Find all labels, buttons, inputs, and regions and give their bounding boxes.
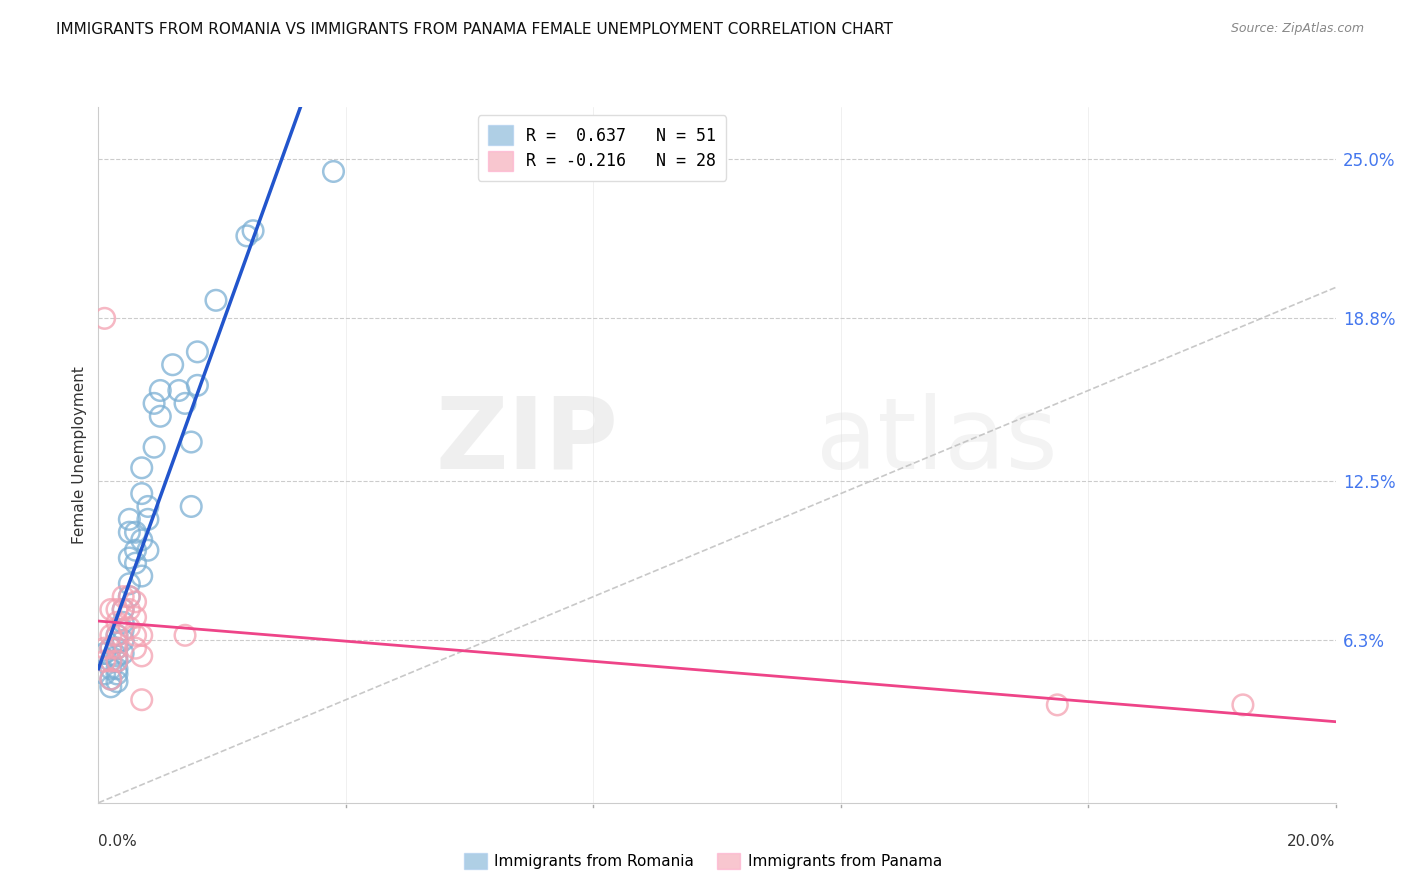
Legend: R =  0.637   N = 51, R = -0.216   N = 28: R = 0.637 N = 51, R = -0.216 N = 28 xyxy=(478,115,727,180)
Point xyxy=(136,543,159,558)
Point xyxy=(112,615,135,630)
Point xyxy=(112,646,135,660)
Point xyxy=(186,378,208,392)
Point xyxy=(131,486,153,500)
Point xyxy=(105,602,128,616)
Point xyxy=(105,628,128,642)
Point xyxy=(118,512,141,526)
Point xyxy=(118,590,141,604)
Point xyxy=(143,440,166,454)
Point xyxy=(131,533,153,547)
Point xyxy=(105,667,128,681)
Point xyxy=(149,384,172,398)
Legend: Immigrants from Romania, Immigrants from Panama: Immigrants from Romania, Immigrants from… xyxy=(458,847,948,875)
Point xyxy=(93,667,115,681)
Text: 0.0%: 0.0% xyxy=(98,834,138,849)
Point xyxy=(124,556,146,570)
Point xyxy=(105,654,128,668)
Point xyxy=(242,224,264,238)
Text: Source: ZipAtlas.com: Source: ZipAtlas.com xyxy=(1230,22,1364,36)
Point xyxy=(1046,698,1069,712)
Point xyxy=(236,228,259,243)
Point xyxy=(205,293,228,308)
Point xyxy=(322,164,344,178)
Point xyxy=(162,358,184,372)
Point xyxy=(105,674,128,689)
Point xyxy=(100,641,122,656)
Text: IMMIGRANTS FROM ROMANIA VS IMMIGRANTS FROM PANAMA FEMALE UNEMPLOYMENT CORRELATIO: IMMIGRANTS FROM ROMANIA VS IMMIGRANTS FR… xyxy=(56,22,893,37)
Point xyxy=(118,602,141,616)
Point xyxy=(118,576,141,591)
Point xyxy=(105,636,128,650)
Point xyxy=(112,602,135,616)
Point xyxy=(174,396,197,410)
Point xyxy=(1232,698,1254,712)
Point xyxy=(112,602,135,616)
Point xyxy=(167,384,190,398)
Point xyxy=(131,569,153,583)
Text: atlas: atlas xyxy=(815,392,1057,490)
Point xyxy=(174,628,197,642)
Point xyxy=(118,621,141,635)
Point xyxy=(105,662,128,676)
Point xyxy=(124,525,146,540)
Point xyxy=(143,396,166,410)
Point xyxy=(112,590,135,604)
Point xyxy=(112,623,135,637)
Point xyxy=(118,525,141,540)
Text: ZIP: ZIP xyxy=(436,392,619,490)
Point xyxy=(124,543,146,558)
Point xyxy=(112,633,135,648)
Point xyxy=(124,628,146,642)
Point xyxy=(136,500,159,514)
Point xyxy=(186,344,208,359)
Point xyxy=(93,311,115,326)
Point xyxy=(100,672,122,686)
Point xyxy=(93,646,115,660)
Point xyxy=(131,648,153,663)
Point xyxy=(100,672,122,686)
Point xyxy=(131,628,153,642)
Point xyxy=(180,435,202,450)
Point xyxy=(93,641,115,656)
Point xyxy=(118,551,141,566)
Y-axis label: Female Unemployment: Female Unemployment xyxy=(72,366,87,544)
Point xyxy=(124,610,146,624)
Point xyxy=(118,590,141,604)
Point xyxy=(105,628,128,642)
Point xyxy=(124,595,146,609)
Point xyxy=(136,512,159,526)
Point xyxy=(105,648,128,663)
Point xyxy=(93,654,115,668)
Point xyxy=(100,654,122,668)
Point xyxy=(105,615,128,630)
Point xyxy=(131,692,153,706)
Point xyxy=(100,680,122,694)
Point xyxy=(124,641,146,656)
Point xyxy=(100,662,122,676)
Point xyxy=(149,409,172,424)
Point xyxy=(105,654,128,668)
Point xyxy=(105,641,128,656)
Point xyxy=(100,602,122,616)
Point xyxy=(100,641,122,656)
Point xyxy=(100,628,122,642)
Text: 20.0%: 20.0% xyxy=(1288,834,1336,849)
Point xyxy=(180,500,202,514)
Point xyxy=(131,460,153,475)
Point xyxy=(105,641,128,656)
Point xyxy=(100,654,122,668)
